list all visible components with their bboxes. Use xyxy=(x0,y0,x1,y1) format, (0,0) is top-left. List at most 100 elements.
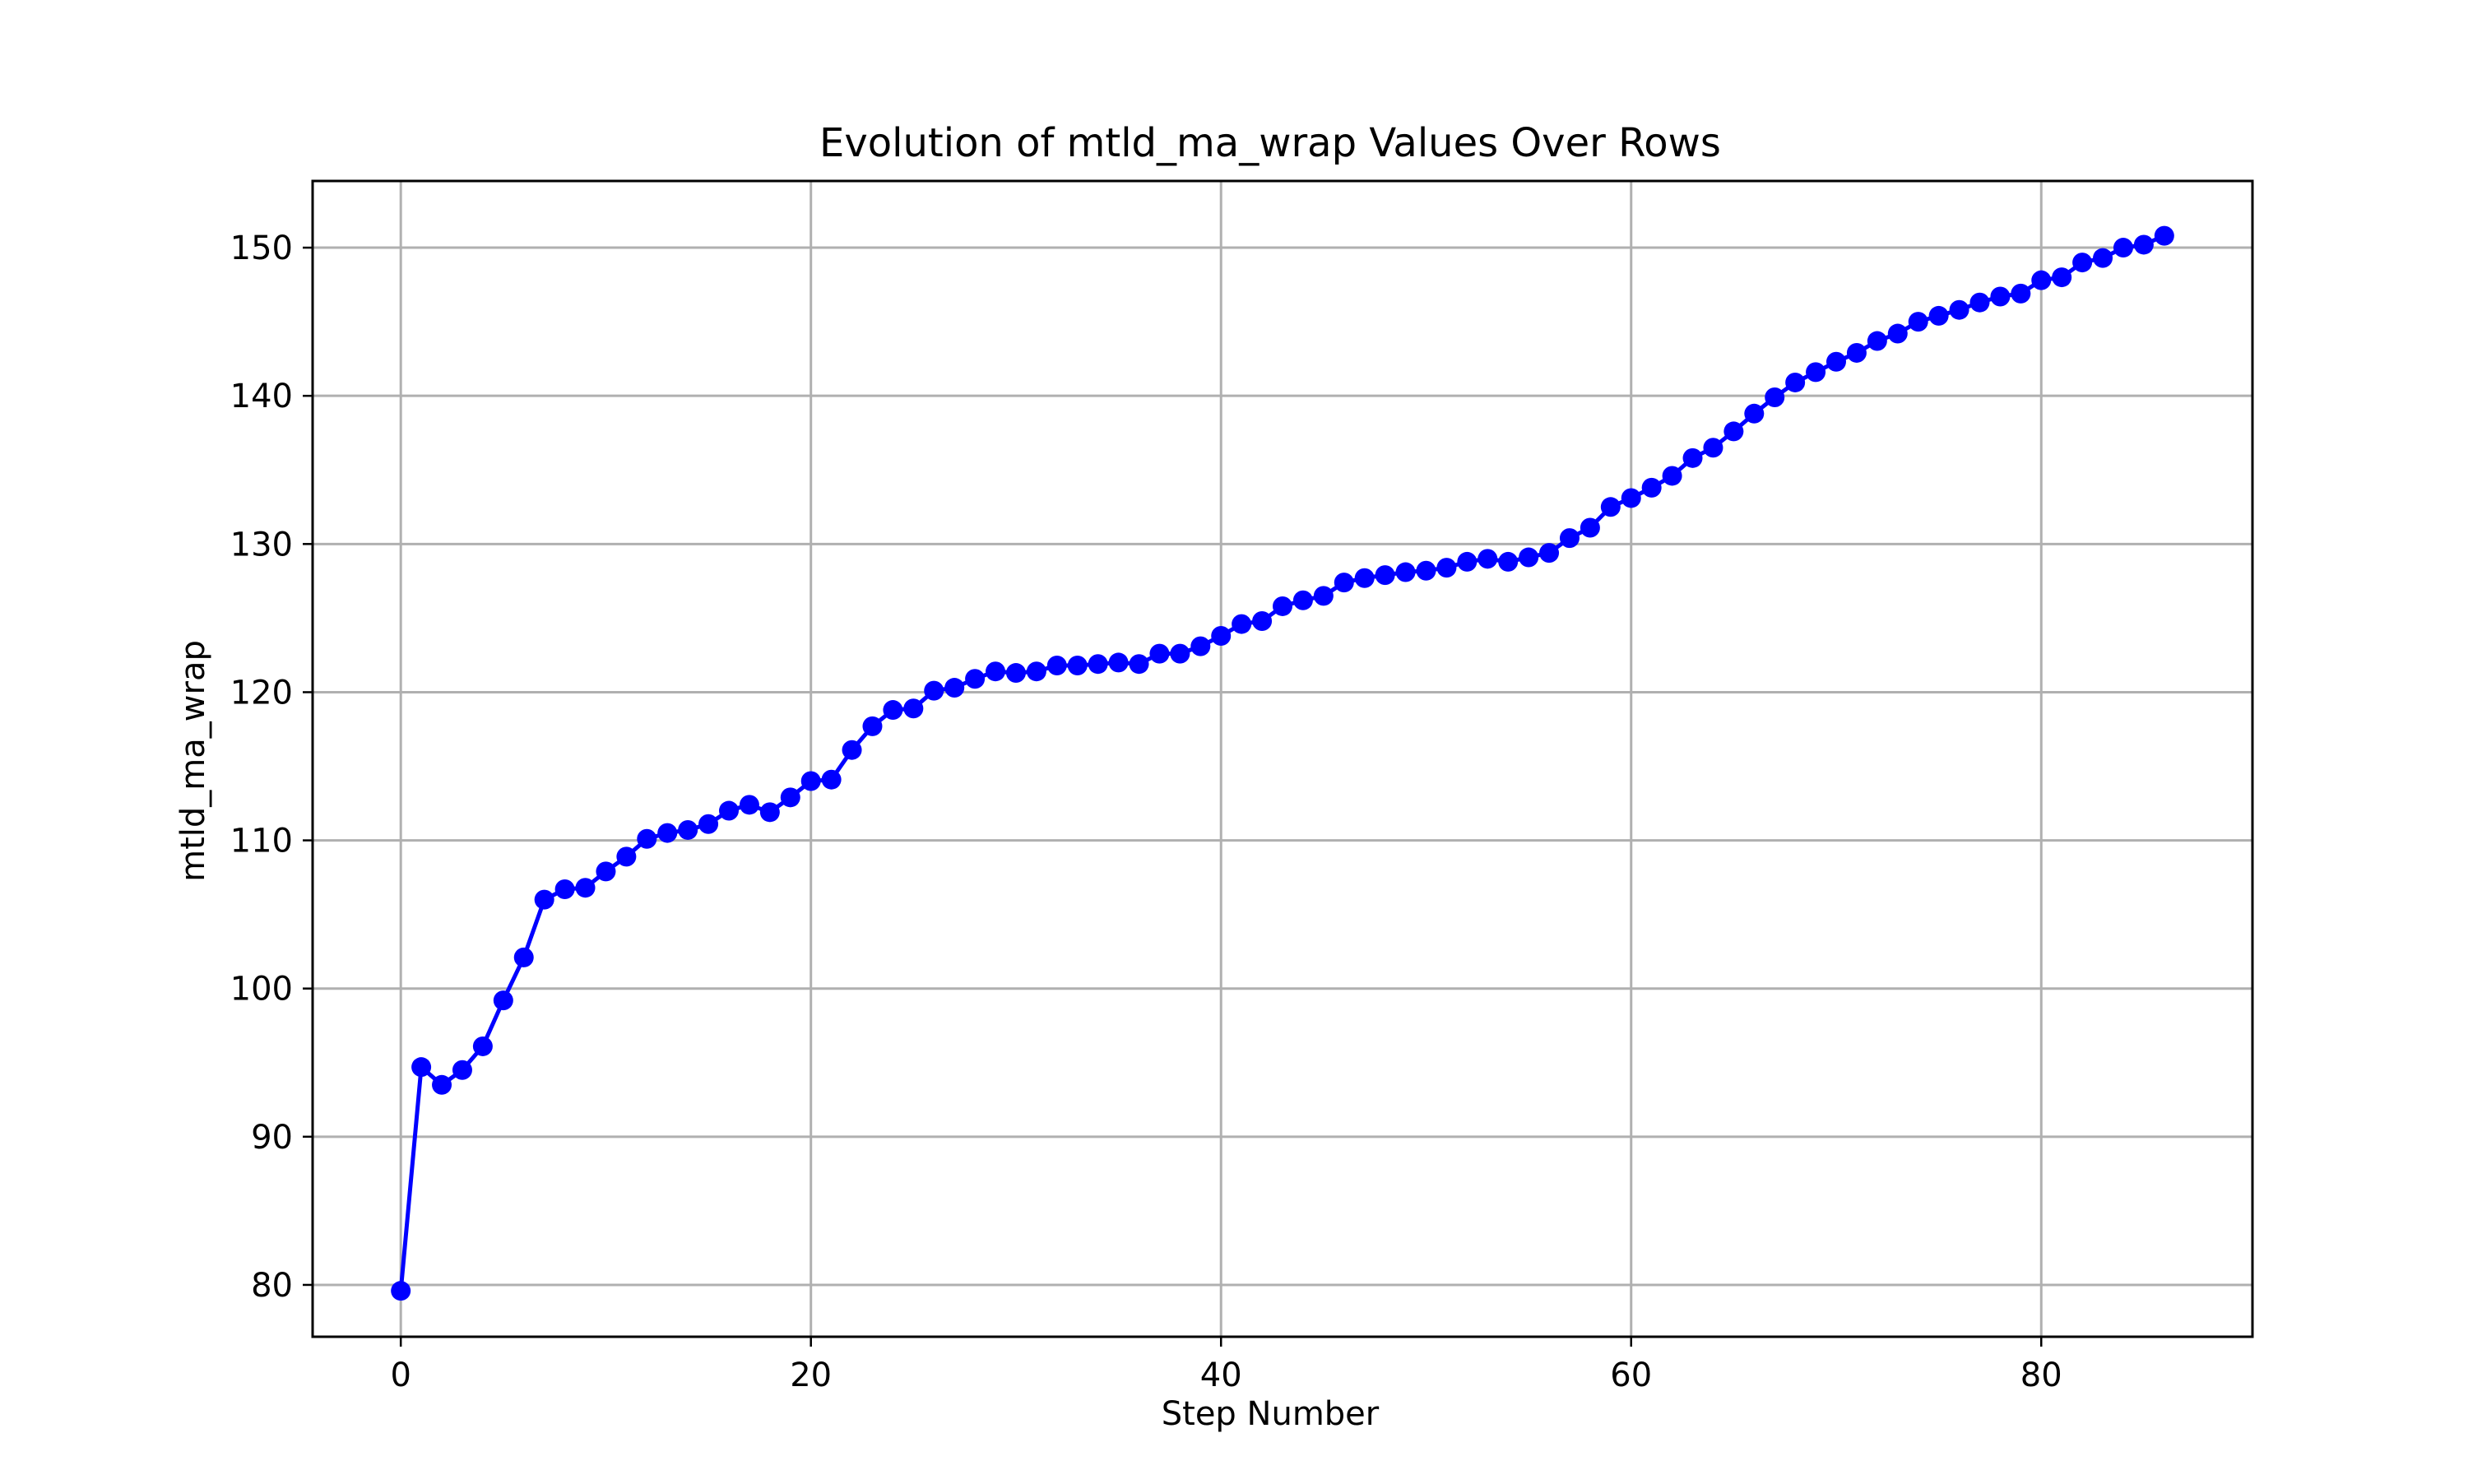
data-point xyxy=(842,740,862,760)
data-point xyxy=(391,1281,411,1301)
data-point xyxy=(1600,497,1621,517)
y-tick-label: 80 xyxy=(251,1267,293,1305)
data-point xyxy=(472,1036,493,1056)
data-point xyxy=(1190,636,1211,656)
data-point xyxy=(2093,248,2113,268)
data-point xyxy=(616,846,637,867)
data-point xyxy=(821,769,842,790)
data-point xyxy=(452,1060,472,1080)
y-axis-label: mtld_ma_wrap xyxy=(174,640,212,882)
data-point xyxy=(1375,565,1395,586)
data-point xyxy=(657,823,678,843)
x-axis-label: Step Number xyxy=(1162,1395,1380,1433)
data-point xyxy=(718,800,739,821)
x-tick-label: 60 xyxy=(1610,1356,1652,1394)
y-tick-label: 100 xyxy=(230,971,293,1009)
data-point xyxy=(1662,466,1682,486)
data-point xyxy=(1621,488,1641,508)
data-point xyxy=(1067,656,1088,676)
data-point xyxy=(1641,477,1662,498)
data-point xyxy=(1703,438,1723,458)
data-point xyxy=(1539,543,1560,563)
y-tick-label: 140 xyxy=(230,378,293,415)
data-point xyxy=(1519,547,1539,568)
data-point xyxy=(2031,270,2052,290)
data-point xyxy=(432,1074,452,1095)
data-point xyxy=(2133,234,2154,255)
data-point xyxy=(1252,610,1273,631)
data-point xyxy=(1232,614,1252,634)
data-point xyxy=(1826,351,1847,372)
data-point xyxy=(1395,562,1416,582)
data-point xyxy=(1334,573,1354,593)
data-point xyxy=(698,814,719,834)
data-point xyxy=(1108,652,1129,673)
data-point xyxy=(800,771,821,791)
data-point xyxy=(1436,558,1457,578)
data-point xyxy=(1457,551,1478,572)
chart-title: Evolution of mtld_ma_wrap Values Over Ro… xyxy=(819,120,1721,166)
data-point xyxy=(2011,283,2031,304)
data-point xyxy=(1354,568,1375,588)
data-point xyxy=(637,828,657,849)
data-point xyxy=(1046,656,1067,676)
data-point xyxy=(965,669,986,689)
data-point xyxy=(1846,342,1867,363)
data-point xyxy=(780,787,800,808)
data-point xyxy=(1211,625,1232,646)
plot-frame xyxy=(311,179,2254,1338)
data-point xyxy=(411,1057,432,1078)
data-point xyxy=(924,680,944,701)
x-tick-label: 80 xyxy=(2020,1356,2062,1394)
data-point xyxy=(1005,663,1026,684)
data-point xyxy=(1149,643,1170,664)
data-point xyxy=(1088,654,1108,675)
x-tick-label: 20 xyxy=(790,1356,832,1394)
data-point xyxy=(903,698,924,719)
data-point xyxy=(554,879,575,900)
data-point xyxy=(883,700,903,721)
data-point xyxy=(1292,590,1313,610)
data-point xyxy=(1990,286,2011,307)
data-point xyxy=(678,819,698,840)
data-point xyxy=(1744,403,1765,424)
x-tick-label: 0 xyxy=(390,1356,411,1394)
data-point xyxy=(1785,372,1806,392)
data-point xyxy=(1313,586,1334,606)
data-point xyxy=(596,861,616,882)
data-point xyxy=(944,678,965,698)
data-point xyxy=(1949,299,1969,320)
data-point xyxy=(1026,661,1046,682)
data-point xyxy=(534,889,554,910)
data-point xyxy=(2154,225,2174,246)
data-point xyxy=(1273,596,1292,616)
data-point xyxy=(1478,549,1498,569)
data-point xyxy=(493,990,513,1011)
series-layer xyxy=(391,225,2174,1301)
data-point xyxy=(1559,528,1580,549)
data-point xyxy=(513,947,534,967)
data-point xyxy=(759,802,780,823)
data-point xyxy=(1170,643,1190,664)
data-point xyxy=(1969,292,1990,313)
data-point xyxy=(2072,253,2093,273)
y-tick-label: 130 xyxy=(230,526,293,563)
data-point xyxy=(1806,362,1826,383)
data-point xyxy=(2113,238,2133,258)
y-tick-label: 150 xyxy=(230,230,293,267)
data-point xyxy=(986,661,1006,682)
data-point xyxy=(739,795,759,815)
data-point xyxy=(1867,331,1887,351)
y-tick-label: 90 xyxy=(251,1119,293,1157)
data-point xyxy=(1765,387,1785,407)
data-point xyxy=(1908,312,1928,332)
y-tick-label: 120 xyxy=(230,674,293,712)
data-point xyxy=(1580,517,1600,538)
data-point xyxy=(862,716,883,736)
data-point xyxy=(1887,323,1908,344)
axis-ticks: 0 20 40 60 80 80 90 100 110 120 130 140 150 xyxy=(230,230,2062,1394)
data-point xyxy=(1498,551,1519,572)
data-point xyxy=(1723,421,1744,442)
